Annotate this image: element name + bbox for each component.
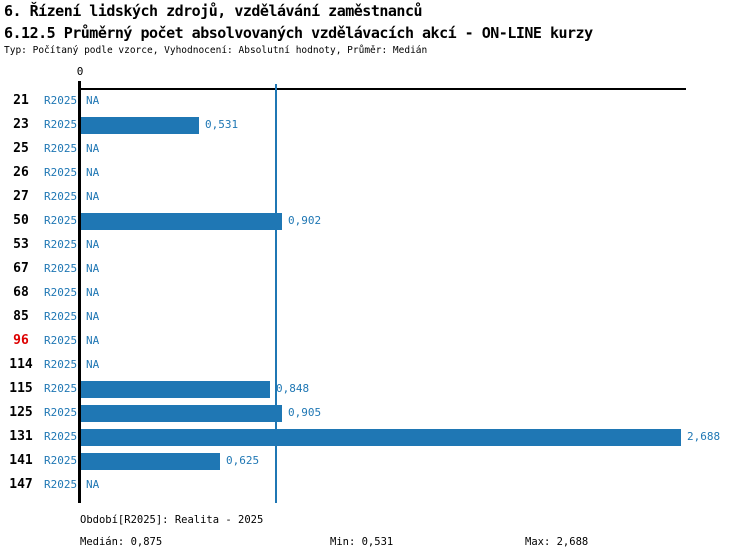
period-label: R2025: [44, 478, 78, 491]
period-label: R2025: [44, 118, 78, 131]
period-label: R2025: [44, 430, 78, 443]
value-bar: [81, 452, 220, 470]
value-label: NA: [86, 238, 100, 251]
category-label: 141: [9, 453, 33, 468]
period-label: R2025: [44, 166, 78, 179]
category-label: 23: [13, 117, 29, 132]
value-label: NA: [86, 358, 100, 371]
period-label: R2025: [44, 214, 78, 227]
chart-row: 96 R2025 NA: [0, 329, 750, 353]
chart-row: 21 R2025 NA: [0, 89, 750, 113]
category-label: 114: [9, 357, 33, 372]
period-label: R2025: [44, 238, 78, 251]
category-label: 25: [13, 141, 29, 156]
value-label: 0,625: [226, 454, 260, 467]
category-label: 85: [13, 309, 29, 324]
period-label: R2025: [44, 142, 78, 155]
chart-row: 131 R2025 2,688: [0, 425, 750, 449]
footer-median-stat: Medián: 0,875: [80, 536, 163, 548]
value-bar: [81, 212, 282, 230]
period-label: R2025: [44, 334, 78, 347]
chart-row: 125 R2025 0,905: [0, 401, 750, 425]
category-label: 50: [13, 213, 29, 228]
category-label: 96: [13, 333, 29, 348]
value-label: NA: [86, 142, 100, 155]
value-label: 0,848: [276, 382, 310, 395]
chart-row: 68 R2025 NA: [0, 281, 750, 305]
period-label: R2025: [44, 406, 78, 419]
value-bar: [81, 428, 681, 446]
y-axis-line: [78, 81, 81, 503]
period-label: R2025: [44, 382, 78, 395]
period-label: R2025: [44, 286, 78, 299]
value-label: 0,531: [205, 118, 239, 131]
chart-row: 27 R2025 NA: [0, 185, 750, 209]
value-label: NA: [86, 334, 100, 347]
period-label: R2025: [44, 262, 78, 275]
chart-row: 141 R2025 0,625: [0, 449, 750, 473]
value-label: NA: [86, 478, 100, 491]
chart-row: 114 R2025 NA: [0, 353, 750, 377]
chart-row: 67 R2025 NA: [0, 257, 750, 281]
footer-max-stat: Max: 2,688: [525, 536, 589, 548]
x-axis-line: [79, 88, 686, 90]
value-label: NA: [86, 310, 100, 323]
value-label: 0,905: [288, 406, 322, 419]
chart-row: 50 R2025 0,902: [0, 209, 750, 233]
category-label: 27: [13, 189, 29, 204]
category-label: 68: [13, 285, 29, 300]
period-label: R2025: [44, 94, 78, 107]
value-label: 2,688: [687, 430, 721, 443]
chart-row: 26 R2025 NA: [0, 161, 750, 185]
footer-min-stat: Min: 0,531: [330, 536, 394, 548]
value-label: 0,902: [288, 214, 322, 227]
chart-row: 53 R2025 NA: [0, 233, 750, 257]
category-label: 21: [13, 93, 29, 108]
period-label: R2025: [44, 358, 78, 371]
category-label: 125: [9, 405, 33, 420]
category-label: 53: [13, 237, 29, 252]
value-label: NA: [86, 166, 100, 179]
category-label: 147: [9, 477, 33, 492]
chart-row: 85 R2025 NA: [0, 305, 750, 329]
chart-row: 25 R2025 NA: [0, 137, 750, 161]
category-label: 67: [13, 261, 29, 276]
footer-period-label: Období[R2025]: Realita - 2025: [80, 514, 264, 526]
value-label: NA: [86, 190, 100, 203]
chart-row: 115 R2025 0,848: [0, 377, 750, 401]
period-label: R2025: [44, 190, 78, 203]
chart-row: 23 R2025 0,531: [0, 113, 750, 137]
value-label: NA: [86, 286, 100, 299]
median-reference-line: [274, 84, 277, 503]
x-axis-zero-tick-label: 0: [76, 65, 84, 78]
chart-title-line1: 6. Řízení lidských zdrojů, vzdělávání za…: [4, 2, 423, 20]
category-label: 131: [9, 429, 33, 444]
value-label: NA: [86, 94, 100, 107]
category-label: 26: [13, 165, 29, 180]
period-label: R2025: [44, 454, 78, 467]
period-label: R2025: [44, 310, 78, 323]
chart-subtitle: Typ: Počítaný podle vzorce, Vyhodnocení:…: [4, 45, 428, 56]
value-label: NA: [86, 262, 100, 275]
value-bar: [81, 116, 199, 134]
category-label: 115: [9, 381, 33, 396]
chart-title-line2: 6.12.5 Průměrný počet absolvovaných vzdě…: [4, 24, 593, 42]
chart-row: 147 R2025 NA: [0, 473, 750, 497]
value-bar: [81, 404, 282, 422]
value-bar: [81, 380, 270, 398]
